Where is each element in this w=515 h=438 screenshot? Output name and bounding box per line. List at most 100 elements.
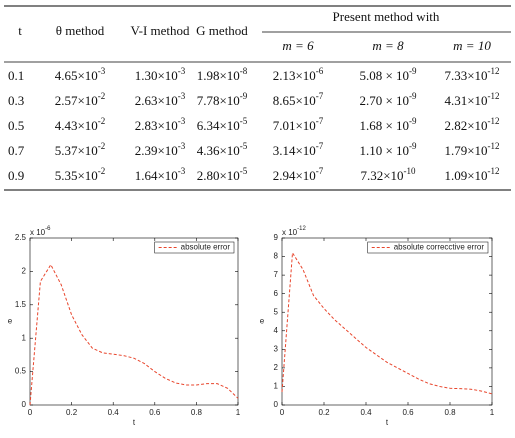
legend-label: absolute error bbox=[181, 243, 231, 252]
column-header: G method bbox=[196, 23, 248, 38]
cell-exp: -12 bbox=[488, 141, 500, 151]
x-axis-label: t bbox=[386, 418, 389, 427]
cell-exp: -3 bbox=[98, 66, 106, 76]
x-axis-label: t bbox=[133, 418, 136, 427]
cell-base: 8.65×10 bbox=[273, 93, 316, 108]
cell: 4.43×10-2 bbox=[55, 116, 106, 133]
x-tick-label: 0.8 bbox=[444, 408, 456, 417]
y-multiplier-exp: -12 bbox=[297, 226, 306, 232]
cell: 7.32×10-10 bbox=[360, 166, 416, 183]
charts: 0 0.2 0.4 0.6 0.8 100.511.522.5x 10-6teabsolu… bbox=[8, 226, 495, 428]
x-tick-label: 0.2 bbox=[66, 408, 78, 417]
cell: 1.98×10-8 bbox=[197, 66, 248, 83]
cell-exp: -7 bbox=[316, 166, 324, 176]
y-tick-label: 2.5 bbox=[15, 233, 27, 242]
cell-base: 5.35×10 bbox=[55, 168, 98, 183]
column-header: V-I method bbox=[130, 23, 190, 38]
cell-exp: -9 bbox=[409, 116, 417, 126]
y-multiplier: x 10-6 bbox=[30, 226, 51, 238]
cell: 0.7 bbox=[8, 143, 25, 158]
data-line bbox=[29, 263, 239, 406]
cell: 0.3 bbox=[8, 93, 24, 108]
cell-base: 4.36×10 bbox=[197, 143, 240, 158]
x-tick-label: 0.2 bbox=[318, 408, 330, 417]
cell-exp: -9 bbox=[409, 141, 417, 151]
cell-base: 7.01×10 bbox=[273, 118, 316, 133]
cell-base: 2.70 × 10 bbox=[359, 93, 409, 108]
cell-base: 2.82×10 bbox=[444, 118, 487, 133]
x-tick-label: 0 bbox=[280, 408, 285, 417]
cell: 5.08 × 10-9 bbox=[359, 66, 417, 83]
y-axis-label: e bbox=[260, 317, 265, 326]
y-tick-label: 1 bbox=[22, 333, 27, 342]
cell: 1.09×10-12 bbox=[444, 166, 499, 183]
cell: 6.34×10-5 bbox=[197, 116, 248, 133]
y-tick-label: 6 bbox=[274, 289, 279, 298]
cell-base: 2.13×10 bbox=[273, 68, 316, 83]
cell: 7.33×10-12 bbox=[444, 66, 499, 83]
cell-exp: -8 bbox=[240, 66, 248, 76]
cell-base: 7.33×10 bbox=[444, 68, 487, 83]
plot-area bbox=[281, 237, 493, 406]
cell: 2.82×10-12 bbox=[444, 116, 499, 133]
x-tick-label: 0.8 bbox=[191, 408, 203, 417]
cell-exp: -7 bbox=[316, 91, 324, 101]
y-multiplier-base: x 10 bbox=[30, 228, 46, 237]
cell-base: 1.68 × 10 bbox=[359, 118, 409, 133]
cell-exp: -12 bbox=[488, 91, 500, 101]
cell: 5.37×10-2 bbox=[55, 141, 106, 158]
cell-exp: -12 bbox=[488, 166, 500, 176]
y-multiplier-base: x 10 bbox=[282, 228, 298, 237]
cell-base: 4.43×10 bbox=[55, 118, 98, 133]
cell-exp: -9 bbox=[409, 91, 417, 101]
cell-exp: -2 bbox=[98, 141, 106, 151]
y-multiplier: x 10-12 bbox=[282, 226, 306, 238]
cell-base: 2.83×10 bbox=[135, 118, 178, 133]
cell: 4.31×10-12 bbox=[444, 91, 499, 108]
cell-exp: -6 bbox=[316, 66, 324, 76]
cell: 2.94×10-7 bbox=[273, 166, 324, 183]
cell-exp: -3 bbox=[178, 91, 186, 101]
x-tick-label: 1 bbox=[236, 408, 241, 417]
y-axis-label: e bbox=[8, 317, 13, 326]
cell: 7.78×10-9 bbox=[197, 91, 248, 108]
cell-base: 1.98×10 bbox=[197, 68, 240, 83]
cell-exp: -7 bbox=[316, 116, 324, 126]
y-tick-label: 7 bbox=[274, 270, 279, 279]
cell: 2.83×10-3 bbox=[135, 116, 186, 133]
x-tick-label: 0.4 bbox=[108, 408, 120, 417]
x-tick-label: 0.6 bbox=[149, 408, 161, 417]
column-header: θ method bbox=[56, 23, 105, 38]
cell: 5.35×10-2 bbox=[55, 166, 106, 183]
y-tick-label: 0 bbox=[274, 400, 279, 409]
cell-base: 4.65×10 bbox=[55, 68, 98, 83]
cell-base: 1.30×10 bbox=[135, 68, 178, 83]
y-tick-label: 5 bbox=[274, 307, 279, 316]
cell: 8.65×10-7 bbox=[273, 91, 324, 108]
legend-label: absolute correcctive error bbox=[394, 243, 485, 252]
y-tick-label: 0 bbox=[22, 400, 27, 409]
y-multiplier-exp: -6 bbox=[45, 226, 51, 232]
cell-exp: -2 bbox=[98, 91, 106, 101]
cell-exp: -10 bbox=[404, 166, 416, 176]
y-tick-label: 0.5 bbox=[15, 367, 27, 376]
cell: 2.70 × 10-9 bbox=[359, 91, 417, 108]
group-header: Present method with bbox=[333, 9, 440, 24]
cell: 7.01×10-7 bbox=[273, 116, 324, 133]
cell-exp: -5 bbox=[240, 166, 248, 176]
cell: 2.39×10-3 bbox=[135, 141, 186, 158]
cell-base: 7.32×10 bbox=[360, 168, 403, 183]
cell: 1.64×10-3 bbox=[135, 166, 186, 183]
cell: 1.68 × 10-9 bbox=[359, 116, 417, 133]
cell-base: 5.08 × 10 bbox=[359, 68, 409, 83]
cell: 4.36×10-5 bbox=[197, 141, 248, 158]
cell-exp: -3 bbox=[178, 66, 186, 76]
table: t θ method V-I method G method Present metho… bbox=[4, 5, 511, 191]
cell-base: 7.78×10 bbox=[197, 93, 240, 108]
x-tick-label: 0.6 bbox=[402, 408, 414, 417]
data-line bbox=[281, 251, 493, 395]
cell-exp: -9 bbox=[240, 91, 248, 101]
cell-exp: -5 bbox=[240, 141, 248, 151]
cell-exp: -12 bbox=[488, 66, 500, 76]
cell: 1.30×10-3 bbox=[135, 66, 186, 83]
